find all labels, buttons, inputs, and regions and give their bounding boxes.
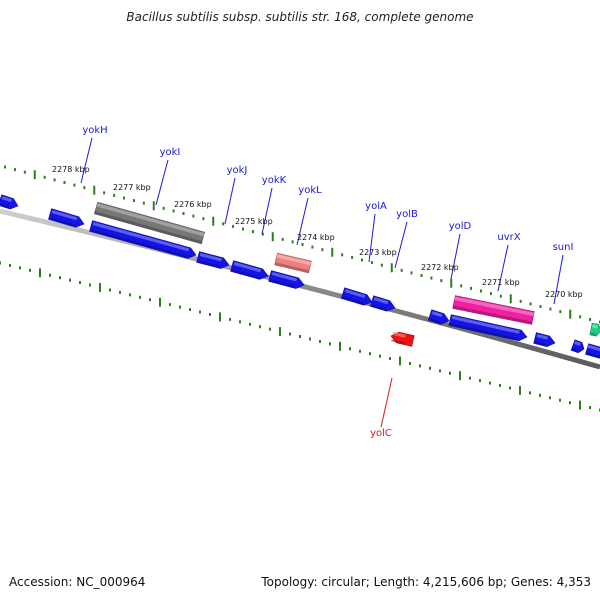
gene-feature xyxy=(589,322,600,337)
gene-leader-line xyxy=(155,159,169,206)
gene-leader-line xyxy=(296,197,309,246)
gene-label: yokI xyxy=(160,147,181,158)
ruler-labels: 2278 kbp 2277 kbp 2276 kbp 2275 kbp 2274 kbp… xyxy=(52,165,583,299)
gene-feature xyxy=(533,332,556,347)
gene-labels: yokH yokI yokJ yokK yokL yolA yolB yolD uvrX sunI… xyxy=(80,125,574,439)
gene-feature xyxy=(452,295,535,325)
ruler-ticks xyxy=(0,165,600,412)
gene-feature xyxy=(268,270,305,289)
ruler-label: 2273 kbp xyxy=(359,248,397,257)
gene-feature xyxy=(570,339,585,354)
gene-feature xyxy=(196,251,230,269)
gene-label: uvrX xyxy=(497,232,520,243)
gene-feature xyxy=(230,260,269,280)
gene-feature xyxy=(274,252,312,274)
gene-label: yokK xyxy=(262,175,287,186)
gene-feature xyxy=(585,343,600,359)
ruler-label: 2275 kbp xyxy=(235,217,273,226)
ruler-label: 2277 kbp xyxy=(113,183,151,192)
gene-feature xyxy=(89,220,197,259)
gene-leader-line xyxy=(553,254,564,305)
topology-summary-text: Topology: circular; Length: 4,215,606 bp… xyxy=(261,575,591,589)
gene-feature xyxy=(340,287,373,306)
gene-leader-line xyxy=(450,233,461,280)
ruler-label: 2271 kbp xyxy=(482,278,520,287)
gene-features xyxy=(0,194,600,359)
gene-leader-line xyxy=(224,177,236,225)
ruler-label: 2272 kbp xyxy=(421,263,459,272)
gene-feature xyxy=(390,331,415,347)
gene-label: yokH xyxy=(82,125,107,136)
gene-label: yolD xyxy=(449,221,472,232)
gene-feature xyxy=(448,314,528,342)
gene-feature xyxy=(370,295,396,312)
accession-text: Accession: NC_000964 xyxy=(9,575,146,589)
gene-label: yokL xyxy=(298,185,322,196)
gene-label: yokJ xyxy=(227,165,248,176)
gene-leader-line xyxy=(380,377,393,428)
gene-feature xyxy=(94,201,205,245)
gene-leader-line xyxy=(261,187,273,235)
gene-feature xyxy=(48,208,85,228)
gene-feature xyxy=(0,194,19,210)
gene-label: yolA xyxy=(365,201,387,212)
ruler-label: 2276 kbp xyxy=(174,200,212,209)
gene-leader-line xyxy=(497,244,509,292)
ruler-label: 2278 kbp xyxy=(52,165,90,174)
gene-label: yolC xyxy=(370,428,392,439)
gene-leader-line xyxy=(394,221,408,269)
gene-label: sunI xyxy=(553,242,574,253)
ruler-label: 2270 kbp xyxy=(545,290,583,299)
map-title: Bacillus subtilis subsp. subtilis str. 1… xyxy=(126,10,474,24)
gene-leader-line xyxy=(368,213,376,263)
ruler-label: 2274 kbp xyxy=(297,233,335,242)
gene-leader-line xyxy=(80,137,93,184)
gene-label: yolB xyxy=(396,209,418,220)
gene-feature xyxy=(427,309,450,325)
